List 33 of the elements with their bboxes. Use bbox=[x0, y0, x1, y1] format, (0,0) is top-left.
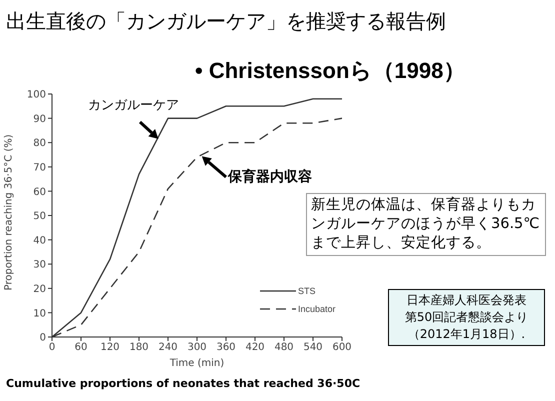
y-tick-label: 60 bbox=[33, 186, 46, 198]
x-tick-label: 300 bbox=[187, 342, 207, 354]
x-tick-label: 240 bbox=[158, 342, 178, 354]
y-tick-label: 10 bbox=[33, 308, 46, 320]
y-tick-label: 30 bbox=[33, 260, 46, 271]
chart-subtitle: • Christenssonら（1998） bbox=[195, 57, 466, 85]
x-axis-title: Time (min) bbox=[168, 358, 224, 369]
y-tick-label: 0 bbox=[40, 332, 46, 344]
chart-title: 出生直後の「カンガルーケア」を推奨する報告例 bbox=[6, 8, 446, 35]
text: Cumulative proportions of neonates that reached 36·50C bbox=[6, 377, 360, 390]
legend-label: STS bbox=[298, 286, 316, 296]
y-tick-label: 20 bbox=[33, 284, 46, 295]
annotation: カンガルーケア bbox=[88, 97, 179, 114]
legend-label: Incubator bbox=[298, 304, 336, 314]
text: 日本産婦人科医会発表第50回記者懇談会より（2012年1月18日）. bbox=[388, 289, 545, 346]
y-tick-label: 50 bbox=[33, 211, 46, 222]
y-tick-label: 80 bbox=[33, 138, 46, 150]
y-axis-title: Proportion reaching 36·5°C (%) bbox=[4, 134, 15, 290]
y-tick-label: 100 bbox=[26, 90, 46, 101]
x-tick-label: 360 bbox=[216, 342, 236, 354]
x-tick-label: 60 bbox=[74, 342, 88, 354]
x-tick-label: 420 bbox=[245, 342, 265, 354]
x-tick-label: 0 bbox=[48, 342, 56, 354]
y-tick-label: 90 bbox=[33, 114, 46, 125]
x-tick-label: 480 bbox=[274, 342, 294, 354]
y-tick-label: 70 bbox=[33, 162, 46, 174]
x-tick-label: 600 bbox=[332, 342, 352, 354]
y-tick-label: 40 bbox=[33, 235, 46, 246]
annotation: 新生児の体温は、保育器よりもカンガルーケアのほうが早く36.5℃まで上昇し、安定化する。 bbox=[306, 193, 546, 256]
x-tick-label: 540 bbox=[303, 342, 323, 354]
annotation: 保育器内収容 bbox=[228, 168, 312, 186]
x-tick-label: 120 bbox=[100, 342, 120, 354]
x-tick-label: 180 bbox=[129, 342, 149, 354]
